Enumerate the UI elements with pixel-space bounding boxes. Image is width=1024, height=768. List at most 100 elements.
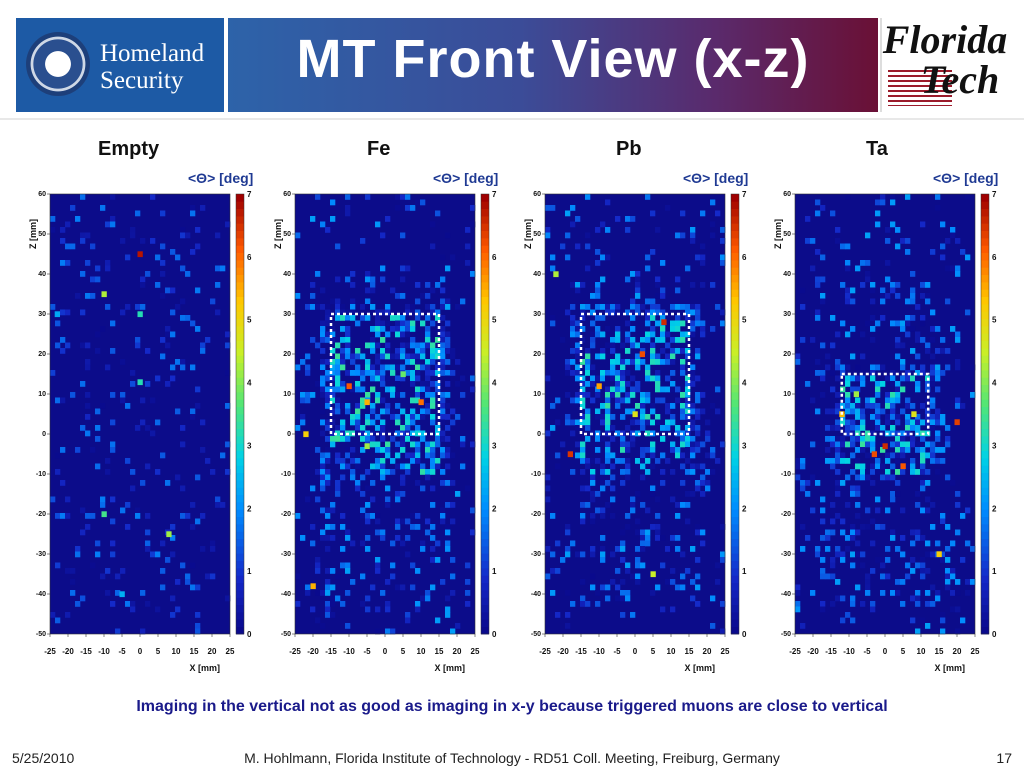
colorbar-segment xyxy=(731,208,739,217)
heatmap-cell xyxy=(635,557,641,563)
heatmap-cell xyxy=(895,392,901,398)
heatmap-cell xyxy=(400,441,406,448)
heatmap-cell xyxy=(160,271,166,277)
heatmap-cell xyxy=(635,386,641,393)
heatmap-cell xyxy=(720,227,726,233)
heatmap-cell xyxy=(715,210,721,217)
heatmap-cell xyxy=(890,199,896,206)
heatmap-cell xyxy=(950,326,956,332)
y-tick-label: -10 xyxy=(281,471,291,478)
heatmap-cell xyxy=(930,353,936,360)
colorbar-tick-label: 0 xyxy=(742,630,747,639)
heatmap-cell xyxy=(945,557,951,563)
heatmap-cell xyxy=(710,232,716,239)
heatmap-cell xyxy=(870,282,876,288)
heatmap-cell xyxy=(110,216,116,222)
heatmap-cell xyxy=(675,315,681,321)
heatmap-cell xyxy=(390,370,396,376)
x-tick-label: -15 xyxy=(575,647,587,656)
heatmap-cell xyxy=(625,320,631,327)
heatmap-cell xyxy=(865,276,871,283)
heatmap-cell xyxy=(890,381,896,387)
heatmap-cell xyxy=(905,425,911,431)
colorbar-segment xyxy=(731,318,739,327)
heatmap-cell xyxy=(365,194,371,200)
heatmap-cell xyxy=(605,469,611,475)
heatmap-cell xyxy=(880,557,886,563)
heatmap-cell xyxy=(690,353,696,360)
heatmap-cell xyxy=(685,518,691,525)
heatmap-cell xyxy=(135,210,141,217)
heatmap-cell xyxy=(350,359,356,365)
heatmap-cell xyxy=(850,441,856,448)
heatmap-cell xyxy=(865,441,871,448)
heatmap-cell xyxy=(855,403,861,409)
heatmap-cell xyxy=(945,441,951,448)
heatmap-cell xyxy=(385,375,391,382)
heatmap-cell xyxy=(595,293,601,299)
heatmap-cell xyxy=(690,331,696,338)
heatmap-cell xyxy=(920,557,926,563)
heatmap-cell xyxy=(330,370,336,376)
heatmap-cell xyxy=(565,392,571,398)
heatmap-cell xyxy=(800,546,806,552)
heatmap-cell xyxy=(870,436,876,442)
colorbar-segment xyxy=(236,223,244,231)
heatmap-cell xyxy=(110,601,116,607)
x-tick-label: 15 xyxy=(685,647,694,656)
heatmap-cell xyxy=(615,595,621,602)
slide-header: Homeland Security MT Front View (x-z) Fl… xyxy=(0,0,1024,118)
heatmap-cell xyxy=(945,568,951,574)
heatmap-cell xyxy=(445,606,451,613)
heatmap-cell xyxy=(615,370,621,376)
heatmap-cell xyxy=(320,452,326,459)
heatmap-cell xyxy=(335,397,341,404)
heatmap-cell xyxy=(140,419,146,426)
heatmap-cell xyxy=(655,535,661,541)
heatmap-cell xyxy=(440,370,446,376)
heatmap-cell xyxy=(955,238,961,244)
colorbar-segment xyxy=(981,619,989,627)
heatmap-cell xyxy=(130,469,136,475)
heatmap-cell xyxy=(700,282,706,288)
heatmap-cell xyxy=(855,529,861,536)
heatmap-cell xyxy=(925,298,931,305)
heatmap-cell xyxy=(610,386,616,393)
y-tick-label: -50 xyxy=(531,631,541,638)
colorbar-segment xyxy=(481,296,489,305)
heatmap-cell xyxy=(955,271,961,277)
heatmap-cell xyxy=(680,573,686,580)
heatmap-cell xyxy=(820,458,826,464)
heatmap-cell xyxy=(175,579,181,585)
heatmap-cell xyxy=(795,601,801,607)
colorbar-segment xyxy=(981,604,989,613)
colorbar-segment xyxy=(481,502,489,510)
colorbar-segment xyxy=(731,450,739,459)
colorbar-tick-label: 2 xyxy=(992,504,997,513)
heatmap-cell xyxy=(615,353,621,360)
heatmap-cell xyxy=(410,353,416,360)
heatmap-cell xyxy=(435,364,441,371)
heatmap-cell xyxy=(905,331,911,338)
heatmap-cell xyxy=(635,381,641,387)
heatmap-cell xyxy=(430,502,436,508)
heatmap-cell xyxy=(325,579,331,585)
heatmap-cell xyxy=(600,513,606,519)
heatmap-cell xyxy=(685,568,691,574)
heatmap-cell xyxy=(940,243,946,250)
heatmap-cell xyxy=(405,304,411,310)
heatmap-cell xyxy=(945,436,951,442)
heatmap-cell xyxy=(335,403,341,409)
heatmap-cell xyxy=(685,403,691,409)
heatmap-cell xyxy=(850,326,856,332)
heatmap-cell xyxy=(835,458,841,464)
heatmap-cell xyxy=(365,392,371,398)
heatmap-cell xyxy=(685,469,691,475)
heatmap-cell xyxy=(655,304,661,310)
colorbar-tick-label: 2 xyxy=(742,504,747,513)
heatmap-cell xyxy=(170,331,176,338)
heatmap-cell xyxy=(355,425,361,431)
heatmap-cell xyxy=(920,452,926,459)
y-axis-label: Z [mm] xyxy=(773,219,783,249)
x-tick-label: -25 xyxy=(44,647,56,656)
